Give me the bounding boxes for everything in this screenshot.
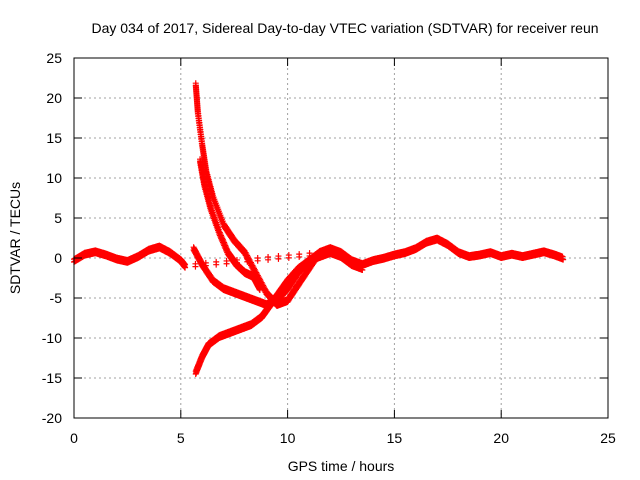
y-tick-label: 0 bbox=[54, 250, 62, 266]
x-tick-label: 5 bbox=[177, 430, 185, 446]
data-point bbox=[192, 260, 199, 267]
data-point bbox=[275, 253, 282, 260]
x-tick-label: 20 bbox=[493, 430, 509, 446]
plot-frame bbox=[73, 57, 609, 419]
data-point bbox=[347, 255, 354, 262]
y-tick-label: -15 bbox=[42, 370, 62, 386]
x-axis-label: GPS time / hours bbox=[288, 458, 395, 474]
axis-ticks: 0 5 10 15 20 25 -20 -15 -10 -5 0 5 10 15 20 25 bbox=[42, 50, 616, 446]
data-point bbox=[256, 287, 263, 293]
x-tick-label: 10 bbox=[280, 430, 296, 446]
y-axis-label: SDTVAR / TECUs bbox=[7, 182, 23, 294]
data-point bbox=[213, 258, 220, 265]
data-point bbox=[296, 251, 303, 258]
data-point bbox=[265, 254, 272, 261]
y-tick-label: 15 bbox=[46, 130, 62, 146]
x-tick-label: 25 bbox=[600, 430, 616, 446]
data-point bbox=[306, 250, 313, 257]
y-tick-label: 20 bbox=[46, 90, 62, 106]
y-tick-label: 10 bbox=[46, 170, 62, 186]
data-point bbox=[560, 256, 567, 263]
y-tick-label: -5 bbox=[50, 290, 63, 306]
data-point bbox=[285, 252, 292, 259]
data-series bbox=[71, 80, 567, 377]
chart-title: Day 034 of 2017, Sidereal Day-to-day VTE… bbox=[91, 20, 598, 36]
data-point bbox=[358, 263, 365, 270]
data-point bbox=[254, 255, 261, 261]
y-tick-label: 25 bbox=[46, 50, 62, 66]
data-point bbox=[348, 259, 355, 265]
data-point bbox=[359, 267, 366, 273]
data-point bbox=[559, 253, 566, 260]
data-point bbox=[223, 257, 230, 264]
data-point bbox=[327, 251, 334, 257]
x-tick-label: 0 bbox=[70, 430, 78, 446]
data-point bbox=[182, 261, 189, 268]
y-tick-label: 5 bbox=[54, 210, 62, 226]
y-tick-label: -20 bbox=[42, 410, 62, 426]
y-tick-label: -10 bbox=[42, 330, 62, 346]
x-tick-label: 15 bbox=[387, 430, 403, 446]
